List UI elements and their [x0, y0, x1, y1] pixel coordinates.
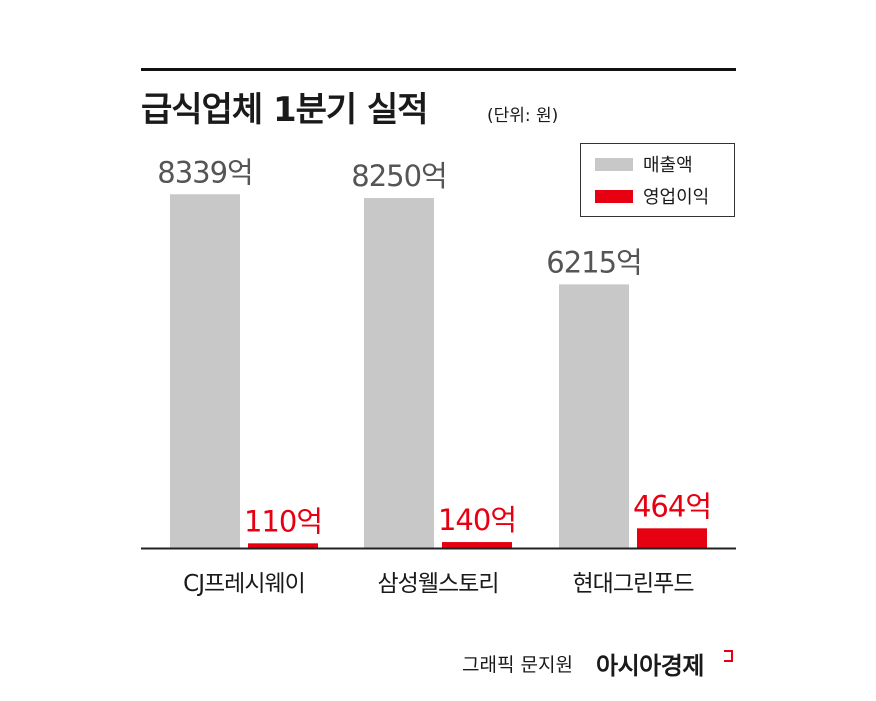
data-label-sales-2: 8250억 — [351, 159, 446, 193]
data-label-profit-2: 140억 — [438, 503, 516, 537]
legend-swatch-profit — [595, 189, 633, 203]
brand-mark-icon — [724, 650, 733, 662]
data-label-profit-3: 464억 — [633, 489, 711, 523]
bar-profit-1 — [248, 543, 318, 548]
bar-sales-2 — [364, 198, 434, 549]
unit-label: (단위: 원) — [487, 106, 559, 126]
legend-item-profit: 영업이익 — [595, 184, 709, 208]
bar-profit-2 — [442, 542, 512, 548]
bar-sales-1 — [170, 194, 240, 548]
data-label-sales-3: 6215억 — [546, 245, 641, 279]
brand-logo-text: 아시아경제 — [596, 652, 704, 680]
title-rule — [141, 68, 736, 71]
data-label-profit-1: 110억 — [244, 504, 322, 538]
legend-label-sales: 매출액 — [643, 155, 693, 176]
bar-sales-3 — [559, 284, 629, 548]
legend-swatch-sales — [595, 157, 633, 171]
bar-profit-3 — [637, 528, 707, 548]
legend: 매출액 영업이익 — [580, 143, 735, 217]
graphic-credit: 그래픽 문지원 — [462, 654, 573, 676]
category-label-2: 삼성웰스토리 — [378, 571, 499, 597]
category-label-1: CJ프레시웨이 — [183, 571, 305, 597]
legend-item-sales: 매출액 — [595, 152, 693, 176]
legend-label-profit: 영업이익 — [643, 187, 710, 208]
data-label-sales-1: 8339억 — [157, 155, 252, 189]
chart-title: 급식업체 1분기 실적 — [141, 90, 429, 130]
category-label-3: 현대그린푸드 — [573, 571, 694, 597]
